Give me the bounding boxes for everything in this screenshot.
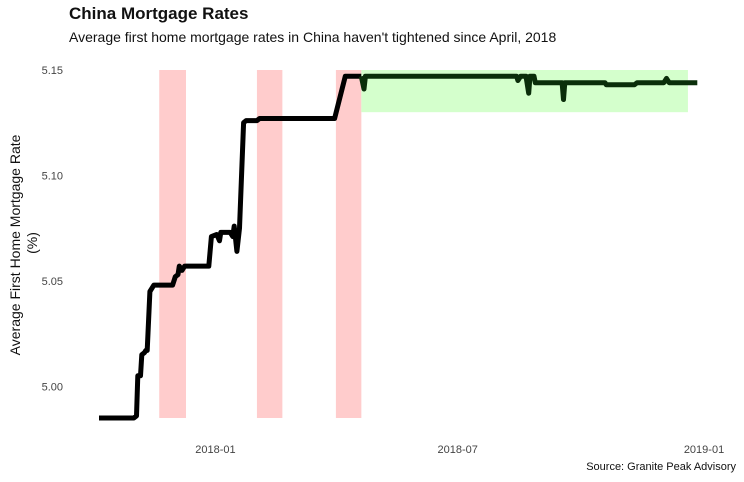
x-tick-label: 2018-07	[438, 444, 478, 456]
y-tick-label: 5.05	[42, 276, 63, 288]
source-note: Source: Granite Peak Advisory	[586, 461, 736, 473]
x-tick-label: 2019-01	[684, 444, 724, 456]
red-highlight-band-3	[335, 70, 362, 418]
series-line-2	[358, 73, 698, 102]
red-highlight-band-1	[159, 70, 187, 418]
x-axis-ticks: 2018-01 2018-07 2019-01	[195, 444, 724, 456]
y-axis-label-line-1: Average First Home Mortgage Rate	[7, 134, 23, 355]
y-axis-label: Average First Home Mortgage Rate (%)	[7, 131, 40, 356]
y-tick-label: 5.10	[42, 170, 63, 182]
x-tick-label: 2018-01	[195, 444, 235, 456]
y-axis-ticks: 5.00 5.05 5.10 5.15	[42, 65, 63, 393]
y-tick-label: 5.00	[42, 381, 63, 393]
y-tick-label: 5.15	[42, 65, 63, 77]
y-axis-label-line-2: (%)	[24, 232, 40, 254]
series-lines	[99, 73, 698, 421]
red-highlight-band-2	[256, 70, 283, 418]
chart-subtitle: Average first home mortgage rates in Chi…	[69, 29, 557, 45]
series-line-1	[99, 73, 362, 421]
chart-title: China Mortgage Rates	[69, 4, 249, 23]
